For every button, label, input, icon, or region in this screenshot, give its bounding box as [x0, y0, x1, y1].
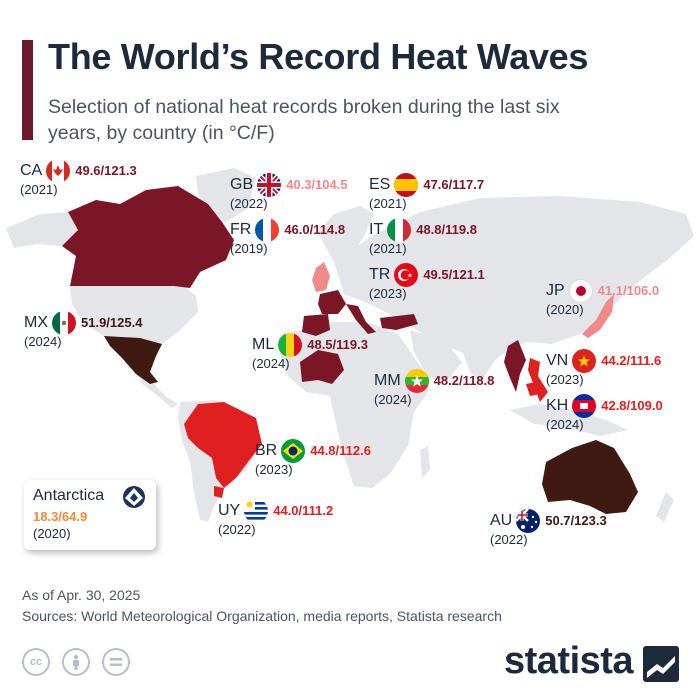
footer-sources: Sources: World Meteorological Organizati… [22, 608, 502, 624]
label-mx: MX 51.9/125.4 (2024) [24, 311, 142, 350]
usa-land [70, 286, 198, 344]
brazil-region [184, 402, 262, 488]
no-derivatives-icon[interactable] [102, 648, 130, 676]
brazil-flag-icon [281, 439, 306, 463]
arabia-land [410, 330, 462, 380]
mexico-flag-icon [52, 311, 76, 335]
vietnam-region [528, 358, 548, 402]
antarctica-year: (2020) [33, 526, 71, 541]
madagascar-land [420, 446, 430, 478]
record-value: 49.6/121.3 [75, 163, 137, 178]
label-kh: KH 42.8/109.0 (2024) [546, 394, 663, 433]
uruguay-region [214, 486, 224, 498]
cambodia-region [526, 382, 540, 396]
world-map [6, 168, 694, 522]
eurasia-land [334, 196, 694, 372]
france-flag-icon [255, 218, 280, 242]
label-mm: MM 48.2/118.8 (2024) [374, 369, 494, 408]
japan-region [582, 294, 614, 338]
japan-flag-icon [568, 279, 593, 303]
new-zealand-land [656, 492, 674, 522]
label-ml: ML 48.5/119.3 (2024) [252, 333, 368, 372]
label-au: AU 50.7/123.3 (2022) [490, 509, 607, 548]
statista-wordmark[interactable]: statista [504, 640, 634, 682]
canada-region [62, 186, 234, 288]
uk-region [312, 262, 330, 292]
statista-logo-icon[interactable] [643, 646, 679, 682]
italy-region [346, 304, 376, 334]
attribution-icon[interactable] [62, 648, 90, 676]
australia-flag-icon [516, 509, 541, 533]
turkey-region [380, 314, 418, 330]
australia-region [542, 440, 638, 514]
alaska-land [6, 212, 78, 248]
antarctica-emblem-icon [123, 486, 145, 508]
antarctica-value: 18.3/64.9 [33, 509, 88, 524]
mali-region [300, 350, 344, 384]
mexico-region [104, 336, 162, 384]
vietnam-flag-icon [572, 349, 597, 373]
turkey-flag-icon [394, 263, 419, 287]
label-tr: TR 49.5/121.1 (2023) [369, 263, 485, 302]
antarctica-card: Antarctica 18.3/64.9 (2020) [24, 480, 156, 550]
title-accent-bar [22, 40, 33, 140]
label-vn: VN 44.2/111.6 (2023) [546, 349, 661, 388]
label-br: BR 44.8/112.6 (2023) [255, 439, 371, 478]
myanmar-region [504, 340, 526, 392]
label-ca: CA 49.6/121.3 (2021) [20, 159, 137, 198]
antarctica-name: Antarctica [33, 487, 105, 504]
label-gb: GB 40.3/104.5 (2022) [230, 173, 348, 212]
myanmar-flag-icon [404, 369, 429, 393]
page-subtitle: Selection of national heat records broke… [48, 96, 560, 144]
canada-flag-icon [46, 159, 71, 183]
india-land [458, 330, 496, 384]
cambodia-flag-icon [572, 394, 597, 418]
label-fr: FR 46.0/114.8 (2019) [230, 218, 345, 257]
label-jp: JP 41.1/106.0 (2020) [546, 279, 659, 318]
france-region [318, 290, 346, 314]
uruguay-flag-icon [244, 499, 269, 523]
footer-date: As of Apr. 30, 2025 [22, 587, 141, 603]
mali-flag-icon [278, 333, 303, 357]
cc-icon[interactable]: cc [22, 648, 50, 676]
uk-flag-icon [257, 173, 282, 197]
spain-flag-icon [394, 173, 419, 197]
scandinavia-land [318, 206, 374, 262]
label-es: ES 47.6/117.7 (2021) [369, 173, 484, 212]
italy-flag-icon [387, 218, 412, 242]
page-title: The World’s Record Heat Waves [48, 36, 589, 77]
label-it: IT 48.8/119.8 (2021) [369, 218, 477, 257]
indonesia-land [510, 404, 628, 436]
label-uy: UY 44.0/111.2 (2022) [218, 499, 333, 538]
spain-region [302, 314, 330, 336]
